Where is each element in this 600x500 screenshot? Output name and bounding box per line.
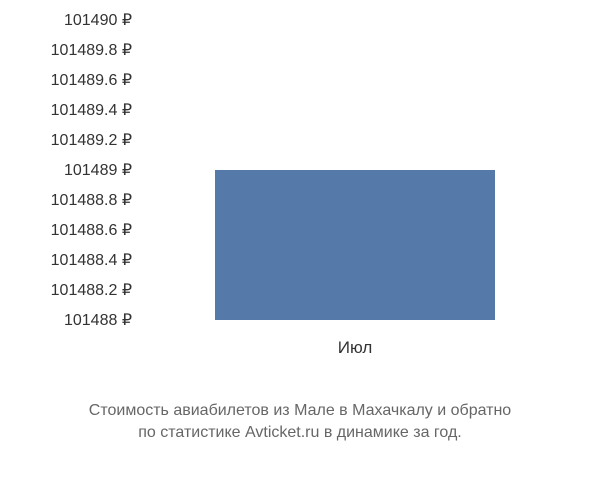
y-axis-tick-label: 101489 ₽ <box>64 160 132 180</box>
caption-line-2: по статистике Avticket.ru в динамике за … <box>138 424 462 441</box>
plot-area: Июл <box>140 20 560 320</box>
y-axis-tick-label: 101488.2 ₽ <box>51 280 132 300</box>
y-axis-tick-label: 101489.4 ₽ <box>51 100 132 120</box>
chart-container: 101490 ₽ 101489.8 ₽ 101489.6 ₽ 101489.4 ₽ 10… <box>0 0 600 500</box>
y-axis-tick-label: 101488 ₽ <box>64 310 132 330</box>
y-axis-tick-label: 101488.6 ₽ <box>51 220 132 240</box>
y-axis-tick-label: 101488.8 ₽ <box>51 190 132 210</box>
y-axis-tick-label: 101489.2 ₽ <box>51 130 132 150</box>
bar-Июл <box>215 170 495 320</box>
y-axis-tick-label: 101490 ₽ <box>64 10 132 30</box>
y-axis-tick-label: 101489.8 ₽ <box>51 40 132 60</box>
x-axis-tick-label: Июл <box>338 338 373 358</box>
y-axis-tick-label: 101488.4 ₽ <box>51 250 132 270</box>
caption-line-1: Стоимость авиабилетов из Мале в Махачкал… <box>89 402 511 419</box>
chart-caption: Стоимость авиабилетов из Мале в Махачкал… <box>0 400 600 445</box>
y-axis-tick-label: 101489.6 ₽ <box>51 70 132 90</box>
